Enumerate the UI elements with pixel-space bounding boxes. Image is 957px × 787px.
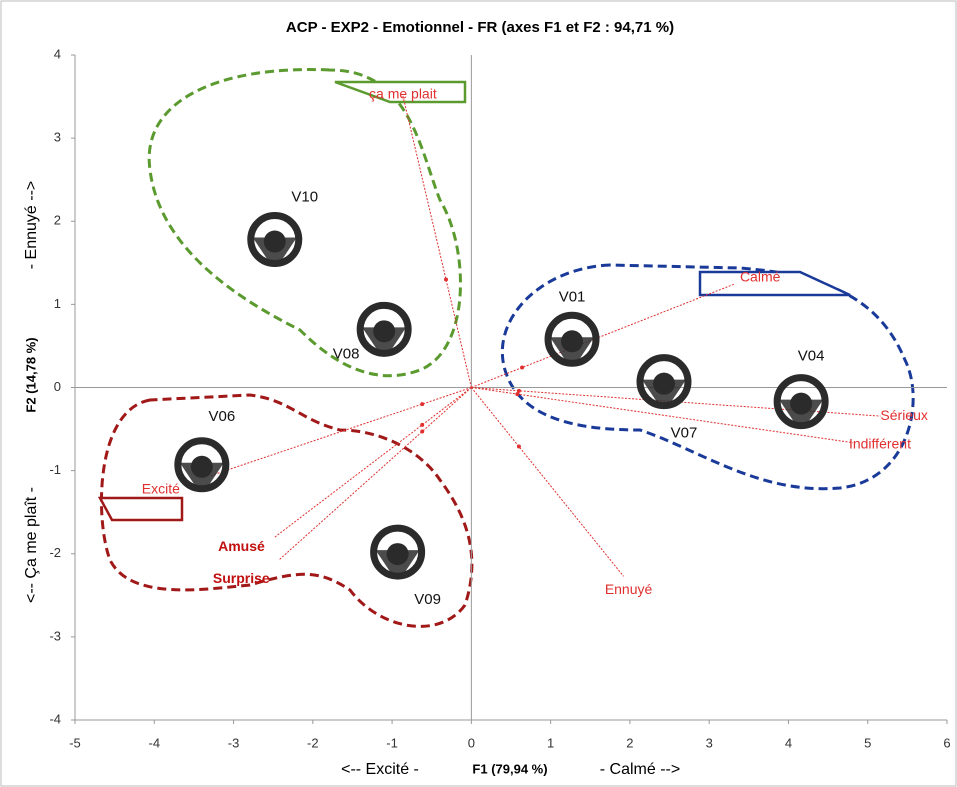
variable-vector [210,387,472,477]
observation-label: V10 [291,189,318,206]
group-outline [147,68,462,378]
y-tick-label: -2 [49,545,61,560]
variable-vector [274,387,472,538]
label-box [334,80,467,104]
x-tick-label: -3 [228,735,240,750]
y-tick-label: 2 [54,213,61,228]
label-box [698,270,851,297]
y-tick-label: -4 [49,711,61,726]
wheel-rim [356,301,412,357]
variable-label: Calmé [740,268,781,284]
y-tick-label: 3 [54,130,61,145]
wheel-spokes [550,337,595,362]
variable-point [515,392,520,397]
wheel-rim [773,374,829,430]
variable-vector [471,387,854,444]
y-tick-label: -1 [49,462,61,477]
wheel-rim [247,212,303,268]
variable-label: Surprise [213,570,270,586]
variable-point [420,402,425,407]
observation-point [370,524,426,580]
x-tick-label: 3 [706,735,713,750]
variable-vector [471,283,736,388]
x-tick-label: 0 [468,735,475,750]
y-axis-label: - Ennuyé --> [23,181,40,269]
observation-point [247,212,303,268]
x-tick-label: -5 [69,735,81,750]
x-tick-label: 1 [547,735,554,750]
variable-point [420,429,425,434]
x-tick-label: 5 [864,735,871,750]
wheel-spokes [252,237,297,262]
variable-point [520,365,525,370]
variable-point [420,422,425,427]
observation-label: V06 [208,408,235,425]
y-tick-label: 4 [54,46,61,61]
observation-label: V07 [671,425,698,442]
variable-vector [470,387,624,577]
label-box [97,496,184,522]
observation-point [773,374,829,430]
variable-point [516,444,521,449]
variable-vector [279,387,472,560]
variable-vector [471,387,881,417]
x-tick-label: -1 [386,735,398,750]
wheel-spokes [362,327,407,352]
observation-point [544,311,600,367]
chart-title: ACP - EXP2 - Emotionnel - FR (axes F1 et… [286,19,674,36]
y-tick-label: -3 [49,628,61,643]
x-axis-label: <-- Excité - [341,761,419,778]
x-axis-label: F1 (79,94 %) [472,761,547,776]
observation-label: V01 [559,288,586,305]
y-tick-label: 1 [54,296,61,311]
variable-point [516,388,521,393]
variable-point [443,277,448,282]
y-tick-label: 0 [54,379,61,394]
observation-point [174,437,230,493]
wheel-rim [636,354,692,410]
wheel-rim [174,437,230,493]
observation-label: V04 [798,348,825,365]
variable-label: Sérieux [880,407,927,423]
variable-label: Amusé [218,538,265,554]
observation-label: V09 [414,591,441,608]
variable-label: Ennuyé [605,581,653,597]
variable-label: Excité [142,480,180,496]
group-outline [500,263,915,491]
y-axis-label: <-- Ça me plaît - [23,487,40,603]
x-tick-label: -4 [148,735,160,750]
variable-label: Indifférent [849,435,911,451]
observation-point [356,301,412,357]
wheel-spokes [375,550,420,575]
wheel-spokes [641,379,686,404]
x-tick-label: 6 [943,735,950,750]
variable-label: ça me plait [369,85,437,101]
x-tick-label: -2 [307,735,319,750]
wheel-rim [370,524,426,580]
variable-vector [402,95,472,388]
observation-label: V08 [333,345,360,362]
wheel-spokes [779,399,824,424]
x-tick-label: 4 [785,735,792,750]
wheel-rim [544,311,600,367]
x-tick-label: 2 [626,735,633,750]
x-axis-label: - Calmé --> [600,761,680,778]
wheel-spokes [179,462,224,487]
observation-point [636,354,692,410]
y-axis-label: F2 (14,78 %) [23,337,38,412]
plot-area: -5 -4 -3 -2 -1 0 1 2 3 4 5 6 -4 -3 -2 -1 0 1 2 3 4 ça me plai… [49,46,950,750]
group-outline [99,393,474,628]
